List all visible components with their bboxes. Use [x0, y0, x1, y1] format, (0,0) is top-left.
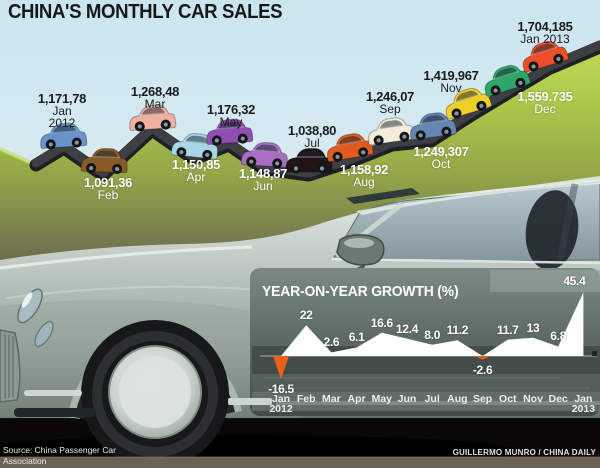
car-feb-icon: [80, 147, 128, 174]
growth-value-oct: 11.7: [497, 322, 519, 337]
sales-label-jan-2013: 1,704,185 Jan 2013: [517, 19, 573, 47]
sales-label-aug: 1,158,92 Aug: [339, 162, 389, 190]
growth-axis-feb: Feb: [296, 393, 316, 405]
growth-axis-aug: Aug: [447, 393, 468, 405]
bumper-intake: [14, 408, 96, 417]
sales-label-sep: 1,246,07 Sep: [365, 89, 415, 117]
sales-label-may: 1,176,32 May: [206, 102, 256, 130]
car-mar-icon: [129, 104, 177, 132]
cowl-glass-sliver: [346, 188, 420, 204]
growth-axis-jan-2012: Jan: [271, 393, 291, 405]
headlight-lower: [34, 321, 54, 347]
growth-value-feb: 22: [299, 308, 313, 323]
page-title: CHINA'S MONTHLY CAR SALES: [8, 1, 283, 23]
mirror-highlight: [344, 238, 374, 248]
growth-value-nov: 13: [526, 320, 540, 335]
growth-axis-jul: Jul: [424, 393, 440, 405]
growth-axis-jun: Jun: [397, 393, 417, 405]
growth-axis-year-2012: 2012: [269, 403, 293, 415]
car-jan-icon: [40, 122, 88, 150]
sales-label-jun: 1,148,87 Jun: [238, 166, 288, 194]
car-jan-2013-icon: [522, 40, 570, 73]
sales-label-apr: 1,150,85 Apr: [171, 157, 221, 185]
growth-value-jan-2013: 45.4: [563, 274, 586, 289]
sales-label-jan: 1,171,78 Jan 2012: [37, 91, 87, 131]
peak-highlight-band: [490, 270, 600, 292]
growth-value-may: 16.6: [370, 315, 393, 330]
bumper-chrome: [24, 390, 82, 396]
growth-negative-sep: [474, 356, 491, 360]
sales-label-jul: 1,038,80 Jul: [287, 123, 337, 151]
growth-value-sep: -2.6: [472, 362, 493, 377]
roof-strip: [356, 176, 600, 215]
sales-label-mar: 1,268,48 Mar: [130, 84, 180, 112]
grille-slats: [4, 334, 14, 399]
growth-area: [281, 292, 584, 356]
car-oct-icon: [409, 112, 458, 141]
growth-axis-nov: Nov: [523, 393, 543, 405]
growth-axis-dec: Dec: [548, 393, 568, 405]
growth-chart-title: YEAR-ON-YEAR GROWTH (%): [262, 283, 459, 300]
hood-highlight: [0, 245, 253, 270]
sales-label-nov: 1,419,967 Nov: [423, 68, 479, 96]
car-jul-icon: [285, 148, 333, 174]
growth-axis-jan-2013: Jan: [574, 393, 593, 405]
growth-axis-year-2013: 2013: [571, 403, 596, 415]
growth-axis-oct: Oct: [499, 393, 517, 405]
b-pillar: [556, 183, 579, 261]
car-sep-icon: [367, 117, 416, 146]
car-nov-icon: [445, 87, 493, 120]
growth-value-apr: 6.1: [348, 330, 365, 345]
monthly-cars-layer: [40, 40, 570, 174]
growth-axis-mar: Mar: [322, 393, 341, 405]
growth-value-aug: 11.2: [446, 323, 469, 338]
seat-silhouette: [525, 190, 579, 270]
growth-axis-may: May: [371, 393, 393, 405]
car-dec-icon: [484, 64, 532, 97]
bottom-strip: [0, 457, 600, 468]
growth-value-jan-2012: -16.5: [268, 382, 294, 397]
car-sill-details: [228, 398, 600, 405]
sales-label-dec: 1,559.735 Dec: [517, 89, 573, 117]
car-jun-icon: [240, 141, 288, 169]
wheel-hub: [119, 356, 191, 428]
growth-axis-apr: Apr: [347, 393, 366, 405]
car-aug-icon: [326, 133, 374, 163]
growth-value-mar: 2.6: [323, 335, 340, 350]
growth-negative-jan-2012: [273, 356, 289, 380]
car-may-icon: [206, 118, 254, 146]
growth-chart-plot: [260, 292, 597, 380]
growth-value-dec: 6.8: [550, 329, 567, 344]
growth-value-jun: 12.4: [395, 321, 419, 336]
sales-label-feb: 1,091,36 Feb: [83, 175, 133, 203]
growth-value-jul: 8.0: [424, 327, 441, 342]
source-note: Source: China Passenger Car Association: [3, 445, 116, 466]
car-apr-icon: [170, 133, 219, 160]
growth-axis-sep: Sep: [472, 393, 493, 405]
tire-inner-ring: [92, 331, 218, 457]
sales-label-oct: 1,249,307 Oct: [413, 144, 469, 172]
credit-note: GUILLERMO MUNRO / CHINA DAILY: [452, 448, 596, 457]
headlight-upper-glint: [21, 292, 33, 308]
grille: [0, 329, 21, 403]
